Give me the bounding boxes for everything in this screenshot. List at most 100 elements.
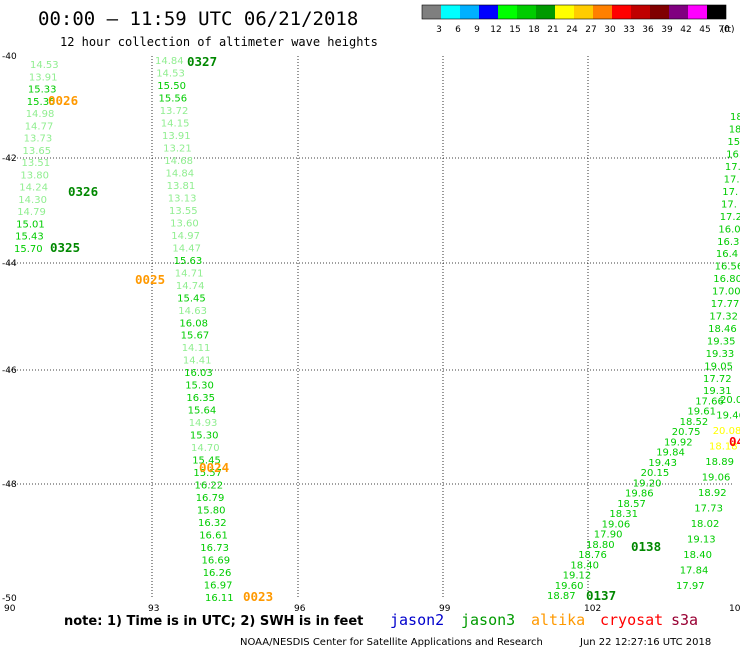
wave-height-value: 16. xyxy=(726,149,740,160)
wave-height-value: 16.26 xyxy=(203,568,232,579)
wave-height-value: 17.32 xyxy=(709,312,738,323)
wave-height-value: 19.06 xyxy=(602,519,631,530)
wave-height-value: 19.86 xyxy=(625,489,654,500)
wave-height-value: 18.40 xyxy=(683,550,712,561)
wave-height-value: 15.01 xyxy=(16,220,45,231)
wave-height-value: 20.75 xyxy=(672,427,701,438)
wave-height-value: 18.18 xyxy=(709,442,738,453)
color-swatch xyxy=(517,5,536,19)
color-swatch xyxy=(536,5,555,19)
wave-height-value: 14.84 xyxy=(155,56,184,67)
longitude-label: 93 xyxy=(148,604,159,614)
latitude-label: -40 xyxy=(2,52,17,62)
satellite-legend: jason2 jason3 altika cryosat s3a xyxy=(390,611,698,629)
wave-height-value: 18.80 xyxy=(586,540,615,551)
pass-time-label: 0137 xyxy=(586,588,616,603)
color-scale-label: 33 xyxy=(623,25,634,35)
wave-height-value: 15.50 xyxy=(157,81,186,92)
wave-height-value: 18.02 xyxy=(691,519,720,530)
wave-height-value: 14.47 xyxy=(172,243,201,254)
color-swatch xyxy=(707,5,726,19)
wave-height-value: 16.80 xyxy=(713,274,740,285)
wave-height-value: 16.22 xyxy=(195,481,224,492)
pass-time-labels: 0327 0026 0326 0325 0025 0024 0023 0138 0137 04 xyxy=(48,54,740,604)
wave-height-value: 15.70 xyxy=(14,244,43,255)
color-scale-label: 27 xyxy=(585,25,596,35)
wave-height-value: 14.68 xyxy=(164,156,193,167)
color-scale-label: 39 xyxy=(661,25,673,35)
color-scale-label: 9 xyxy=(474,25,480,35)
wave-height-value: 18. xyxy=(730,112,740,123)
color-swatch xyxy=(460,5,479,19)
wave-height-value: 14.71 xyxy=(175,268,204,279)
pass-time-label: 0026 xyxy=(48,93,78,108)
color-scale-frame xyxy=(421,4,727,20)
color-swatch xyxy=(498,5,517,19)
latitude-label: -46 xyxy=(2,366,17,376)
wave-height-value: 17.73 xyxy=(694,504,723,515)
wave-height-value: 13.55 xyxy=(169,206,198,217)
longitude-label: 96 xyxy=(294,604,306,614)
wave-height-value: 16.73 xyxy=(200,543,229,554)
wave-height-value: 18.89 xyxy=(705,457,734,468)
color-swatch xyxy=(574,5,593,19)
wave-height-value: 18.46 xyxy=(708,324,737,335)
wave-height-value: 17.77 xyxy=(711,299,740,310)
color-scale-label: 24 xyxy=(566,25,578,35)
color-scale-label: 42 xyxy=(680,25,691,35)
wave-height-value: 19.31 xyxy=(703,386,732,397)
wave-height-value: 13.73 xyxy=(24,134,53,145)
wave-height-value: 19.35 xyxy=(707,337,736,348)
color-swatch xyxy=(650,5,669,19)
longitude-label: 105 xyxy=(729,604,740,614)
pass-time-label: 0327 xyxy=(187,54,217,69)
wave-height-value: 17. xyxy=(722,187,738,198)
wave-height-value: 15.57 xyxy=(193,468,222,479)
wave-height-value: 16.56 xyxy=(715,262,740,273)
wave-height-values: 14.5313.9115.3315.3514.9814.7713.7313.65… xyxy=(14,56,740,604)
wave-height-value: 17.90 xyxy=(594,530,623,541)
wave-height-value: 17.72 xyxy=(703,374,732,385)
wave-height-value: 17.66 xyxy=(695,396,724,407)
legend-s3a: s3a xyxy=(671,611,698,629)
pass-time-label: 0024 xyxy=(199,460,229,475)
wave-height-value: 17. xyxy=(721,199,737,210)
wave-height-value: 15.45 xyxy=(192,456,221,467)
wave-height-value: 15.30 xyxy=(190,431,219,442)
wave-height-value: 18.57 xyxy=(617,499,646,510)
wave-height-value: 16.11 xyxy=(205,593,234,604)
wave-height-value: 17.97 xyxy=(676,581,705,592)
color-swatch xyxy=(555,5,574,19)
wave-height-value: 14.53 xyxy=(30,60,59,71)
map-subtitle: 12 hour collection of altimeter wave hei… xyxy=(60,35,378,49)
color-scale-unit: (ft) xyxy=(721,25,735,35)
wave-height-value: 15.63 xyxy=(174,256,203,267)
color-scale-label: 21 xyxy=(547,25,558,35)
wave-height-value: 16.03 xyxy=(184,368,213,379)
map-title: 00:00 – 11:59 UTC 06/21/2018 xyxy=(38,8,358,30)
footnote: note: 1) Time is in UTC; 2) SWH is in fe… xyxy=(64,614,363,629)
credit-line: NOAA/NESDIS Center for Satellite Applica… xyxy=(240,637,543,648)
wave-height-value: 14.63 xyxy=(178,306,207,317)
wave-height-value: 16.3 xyxy=(717,237,739,248)
color-scale-label: 12 xyxy=(490,25,501,35)
wave-height-value: 16.4 xyxy=(716,249,738,260)
wave-height-value: 14.84 xyxy=(166,168,195,179)
legend-altika: altika xyxy=(531,611,585,629)
color-swatch xyxy=(441,5,460,19)
wave-height-value: 15.43 xyxy=(15,232,44,243)
pass-time-label: 0023 xyxy=(243,589,273,604)
legend-jason2: jason2 xyxy=(390,611,444,629)
wave-height-value: 16.69 xyxy=(202,556,231,567)
wave-height-value: 17.00 xyxy=(712,287,740,298)
wave-height-value: 13.21 xyxy=(163,143,192,154)
color-scale-label: 18 xyxy=(528,25,540,35)
wave-height-value: 17. xyxy=(725,162,740,173)
wave-height-value: 17.84 xyxy=(680,566,709,577)
wave-height-value: 15.33 xyxy=(28,85,57,96)
color-scale-label: 36 xyxy=(642,25,654,35)
color-scale-label: 30 xyxy=(604,25,616,35)
latitude-label: -42 xyxy=(2,154,17,164)
